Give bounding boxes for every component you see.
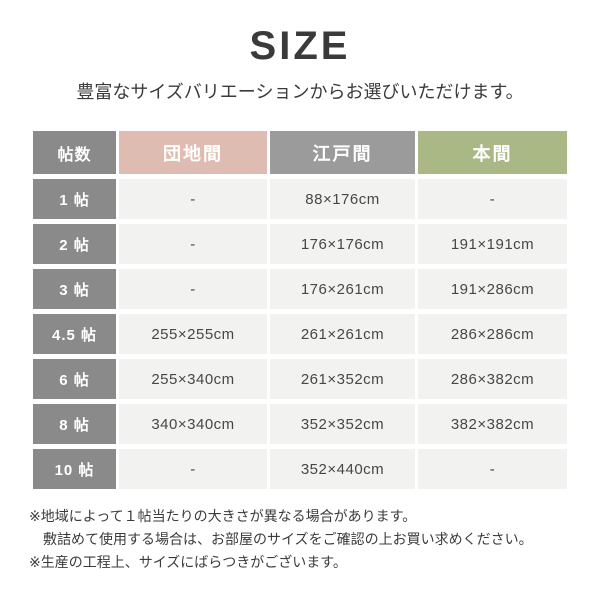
size-cell: 88×176cm bbox=[270, 179, 415, 220]
column-header-danchima: 団地間 bbox=[119, 131, 267, 175]
column-header-honma: 本間 bbox=[418, 131, 567, 175]
size-cell: 286×382cm bbox=[418, 359, 567, 400]
size-cell: 176×176cm bbox=[270, 224, 415, 265]
notes: ※地域によって１帖当たりの大きさが異なる場合があります。 敷詰めて使用する場合は… bbox=[29, 505, 600, 574]
page-subtitle: 豊富なサイズバリエーションからお選びいただけます。 bbox=[76, 82, 524, 102]
size-cell: - bbox=[119, 269, 267, 310]
row-header-10jo: 10 帖 bbox=[33, 449, 116, 490]
size-cell: 255×255cm bbox=[119, 314, 267, 355]
size-cell: 382×382cm bbox=[418, 404, 567, 445]
size-cell: 261×352cm bbox=[270, 359, 415, 400]
note-line-room-size: 敷詰めて使用する場合は、お部屋のサイズをご確認の上お買い求めください。 bbox=[43, 531, 533, 548]
size-cell: 261×261cm bbox=[270, 314, 415, 355]
row-header-1jo: 1 帖 bbox=[33, 179, 116, 220]
size-cell: 286×286cm bbox=[418, 314, 567, 355]
page-title: SIZE bbox=[249, 24, 351, 68]
column-header-josu: 帖数 bbox=[33, 131, 116, 175]
row-header-3jo: 3 帖 bbox=[33, 269, 116, 310]
size-cell: - bbox=[119, 449, 267, 490]
size-cell: - bbox=[418, 179, 567, 220]
size-cell: 340×340cm bbox=[119, 404, 267, 445]
size-cell: 255×340cm bbox=[119, 359, 267, 400]
row-header-6jo: 6 帖 bbox=[33, 359, 116, 400]
size-cell: 352×352cm bbox=[270, 404, 415, 445]
size-cell: 191×286cm bbox=[418, 269, 567, 310]
size-cell: - bbox=[119, 224, 267, 265]
row-header-2jo: 2 帖 bbox=[33, 224, 116, 265]
note-line-region: ※地域によって１帖当たりの大きさが異なる場合があります。 bbox=[29, 508, 417, 525]
size-cell: 191×191cm bbox=[418, 224, 567, 265]
size-cell: 352×440cm bbox=[270, 449, 415, 490]
size-cell: - bbox=[418, 449, 567, 490]
size-cell: - bbox=[119, 179, 267, 220]
note-line-production: ※生産の工程上、サイズにばらつきがございます。 bbox=[29, 554, 347, 571]
column-header-edoma: 江戸間 bbox=[270, 131, 415, 175]
row-header-4-5jo: 4.5 帖 bbox=[33, 314, 116, 355]
size-cell: 176×261cm bbox=[270, 269, 415, 310]
row-header-8jo: 8 帖 bbox=[33, 404, 116, 445]
size-table: 帖数 団地間 江戸間 本間 1 帖 - 88×176cm - 2 帖 - 176… bbox=[33, 131, 567, 490]
